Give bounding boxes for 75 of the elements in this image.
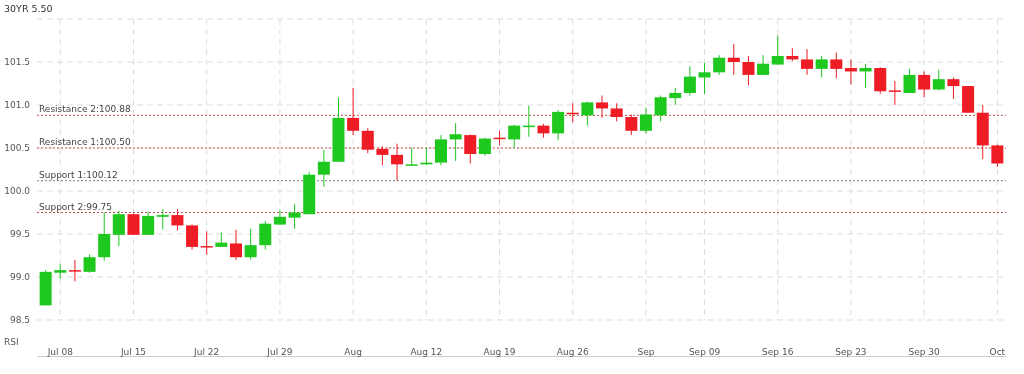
candlestick (478, 137, 491, 157)
candlestick (639, 107, 652, 134)
x-tick-label: Jul 08 (46, 347, 74, 358)
x-tick-label: Oct (989, 347, 1006, 358)
candlestick (112, 210, 125, 247)
candlestick (317, 149, 330, 188)
x-tick-label: Sep (637, 347, 655, 358)
x-tick-label: Jul 29 (266, 347, 293, 358)
candlestick (581, 101, 594, 127)
candlestick (742, 55, 755, 86)
x-tick-label: Sep 30 (908, 347, 941, 358)
candlestick (391, 143, 404, 182)
candlestick (815, 55, 828, 78)
ref-line-label: Resistance 2:100.88 (39, 104, 131, 115)
candlestick (888, 80, 901, 106)
x-tick-label: Aug 12 (410, 347, 443, 358)
candlestick (244, 228, 257, 261)
y-tick-label: 98.5 (9, 315, 30, 326)
y-tick-label: 100.5 (4, 143, 30, 154)
x-tick-label: Sep 23 (835, 347, 867, 358)
candlestick (171, 208, 184, 232)
ref-line-label: Support 2:99.75 (39, 201, 112, 212)
x-tick-label: Sep 09 (688, 347, 721, 358)
candlestick (757, 54, 770, 76)
candlestick (947, 76, 960, 100)
candlestick (273, 209, 286, 226)
candlestick (830, 52, 843, 79)
candlestick (361, 127, 374, 154)
candlestick (596, 95, 609, 119)
candlestick (259, 220, 272, 250)
candlestick (610, 102, 623, 122)
candlestick (464, 133, 477, 164)
candlestick (625, 113, 638, 136)
candlestick (288, 203, 301, 230)
candlestick (434, 134, 447, 166)
y-tick-label: 99.0 (9, 272, 31, 283)
candlestick (68, 259, 81, 282)
candlestick (156, 208, 169, 231)
x-tick-label: Jul 15 (119, 347, 147, 358)
candlestick (903, 68, 916, 94)
candlestick (771, 34, 784, 66)
candlestick (727, 43, 740, 76)
candlestick (874, 66, 887, 95)
candlestick (698, 62, 711, 95)
candlestick (127, 212, 140, 236)
candlestick (713, 54, 726, 76)
ref-line-label: Support 1:100.12 (39, 169, 118, 180)
candlestick (98, 212, 111, 262)
y-tick-label: 100.0 (4, 186, 31, 197)
candlestick (186, 224, 199, 250)
x-tick-label: Sep 16 (762, 347, 794, 358)
x-tick-label: Jul 22 (193, 347, 220, 358)
candlestick (229, 229, 242, 261)
candlestick (200, 230, 213, 256)
candlestick (508, 124, 521, 149)
y-tick-label: 101.5 (4, 57, 30, 68)
y-tick-label: 101.0 (4, 100, 31, 111)
y-tick-label: 99.5 (9, 229, 30, 240)
candlestick (83, 254, 96, 274)
candlestick (918, 70, 931, 98)
candlestick (654, 95, 667, 122)
candlestick (801, 48, 814, 76)
candlestick (683, 65, 696, 97)
candlestick (376, 145, 389, 166)
candlestick (142, 211, 155, 236)
text: RSI (4, 337, 19, 347)
x-tick-label: Aug 19 (483, 347, 516, 358)
candlestick (552, 109, 565, 141)
x-tick-label: Aug (344, 347, 362, 358)
candlestick (347, 87, 360, 136)
candlestick (405, 147, 418, 166)
ref-line-label: Resistance 1:100.50 (39, 137, 131, 147)
candlestick (449, 122, 462, 162)
x-tick-label: Aug 26 (556, 347, 589, 358)
chart-title: 30YR 5.50 (4, 3, 53, 14)
